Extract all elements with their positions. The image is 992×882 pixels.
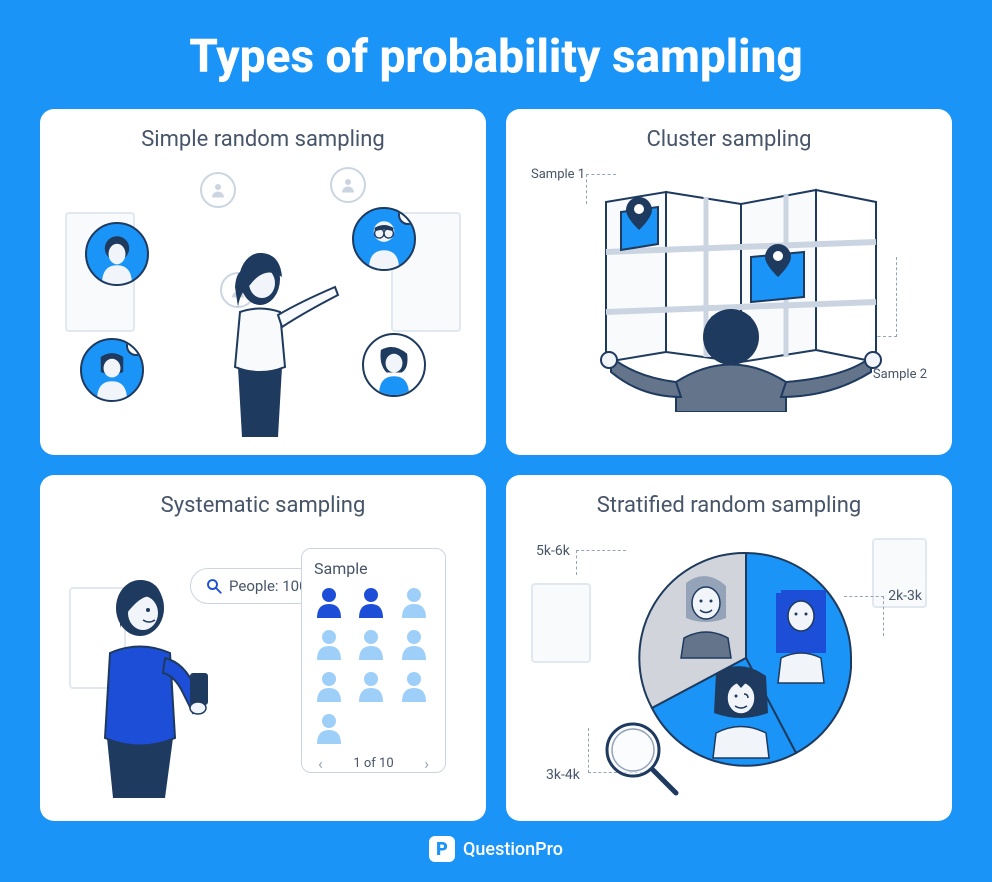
check-badge-icon: ✓ xyxy=(126,338,144,356)
bg-doc-left xyxy=(531,583,591,663)
pager-text: 1 of 10 xyxy=(353,756,393,771)
face-illustration-icon xyxy=(87,222,147,286)
stratum-label-2: 2k-3k xyxy=(888,588,922,604)
card-title-systematic: Systematic sampling xyxy=(60,493,466,518)
person-glyph xyxy=(314,712,348,748)
card-body-stratified: 5k-6k 2k-3k 3k-4k xyxy=(526,528,932,798)
card-body-simple: ✓ ✓ xyxy=(60,162,466,432)
infographic-container: Types of probability sampling Simple ran… xyxy=(0,0,992,882)
pager: ‹ 1 of 10 › xyxy=(314,754,433,773)
sample-panel: Sample xyxy=(301,548,446,773)
stratum-label-3: 3k-4k xyxy=(546,767,580,783)
brand-name: QuestionPro xyxy=(463,839,563,860)
person-glyph xyxy=(314,586,348,622)
card-body-cluster: Sample 1 Sample 2 xyxy=(526,162,932,432)
avatar-person-1 xyxy=(85,222,149,286)
card-title-simple: Simple random sampling xyxy=(60,127,466,152)
stratum-label-1: 5k-6k xyxy=(536,543,570,559)
card-cluster: Cluster sampling Sample 1 Sample 2 xyxy=(506,109,952,455)
avatar-small-1 xyxy=(200,172,236,208)
person-glyph xyxy=(356,670,390,706)
person-glyph xyxy=(356,628,390,664)
card-grid: Simple random sampling xyxy=(40,109,952,821)
people-grid xyxy=(314,586,433,748)
connector-1 xyxy=(576,550,626,575)
person-glyph xyxy=(399,670,433,706)
chevron-left-icon[interactable]: ‹ xyxy=(318,754,323,773)
avatar-small-2 xyxy=(330,167,366,203)
main-title: Types of probability sampling xyxy=(40,30,952,84)
person-glyph xyxy=(314,670,348,706)
footer: P QuestionPro xyxy=(40,836,952,862)
person-glyph xyxy=(314,628,348,664)
search-text: People: 100 xyxy=(229,577,308,595)
card-title-stratified: Stratified random sampling xyxy=(526,493,932,518)
person-glyph xyxy=(399,628,433,664)
person-icon xyxy=(339,176,357,194)
search-icon xyxy=(205,577,223,595)
map-illustration xyxy=(576,182,896,412)
brand-logo-icon: P xyxy=(429,836,455,862)
person-glyph xyxy=(399,586,433,622)
person-glyph xyxy=(356,586,390,622)
check-badge-icon: ✓ xyxy=(398,207,416,225)
magnifier-icon xyxy=(601,718,681,798)
person-icon xyxy=(209,181,227,199)
sample-panel-title: Sample xyxy=(314,559,433,578)
card-title-cluster: Cluster sampling xyxy=(526,127,932,152)
avatar-person-2: ✓ xyxy=(80,338,144,402)
card-body-systematic: People: 100 Sample xyxy=(60,528,466,798)
woman-pointing-illustration xyxy=(190,237,340,437)
card-stratified: Stratified random sampling 5k-6k 2k-3k 3… xyxy=(506,475,952,821)
face-illustration-icon xyxy=(364,333,424,397)
avatar-person-4 xyxy=(362,333,426,397)
chevron-right-icon[interactable]: › xyxy=(424,754,429,773)
avatar-person-3: ✓ xyxy=(352,207,416,271)
card-systematic: Systematic sampling xyxy=(40,475,486,821)
cluster-label-1: Sample 1 xyxy=(531,167,585,182)
card-simple-random: Simple random sampling xyxy=(40,109,486,455)
